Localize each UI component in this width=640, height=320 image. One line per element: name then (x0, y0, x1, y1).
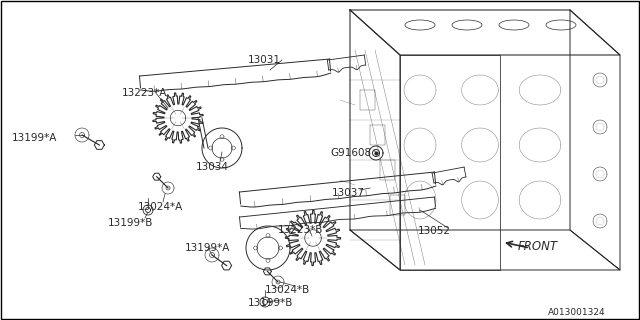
Text: 13052: 13052 (418, 226, 451, 236)
Text: 13031: 13031 (248, 55, 281, 65)
Text: FRONT: FRONT (518, 240, 558, 253)
Text: 13199*A: 13199*A (185, 243, 230, 253)
Text: 13199*A: 13199*A (12, 133, 58, 143)
Text: 13223*A: 13223*A (122, 88, 168, 98)
Text: 13024*A: 13024*A (138, 202, 183, 212)
Text: 13024*B: 13024*B (265, 285, 310, 295)
Text: G91608: G91608 (330, 148, 371, 158)
Text: 13034: 13034 (196, 162, 229, 172)
Text: A013001324: A013001324 (548, 308, 605, 317)
Text: 13037: 13037 (332, 188, 365, 198)
Text: 13199*B: 13199*B (248, 298, 293, 308)
Text: 13223*B: 13223*B (278, 225, 323, 235)
Text: 13199*B: 13199*B (108, 218, 154, 228)
